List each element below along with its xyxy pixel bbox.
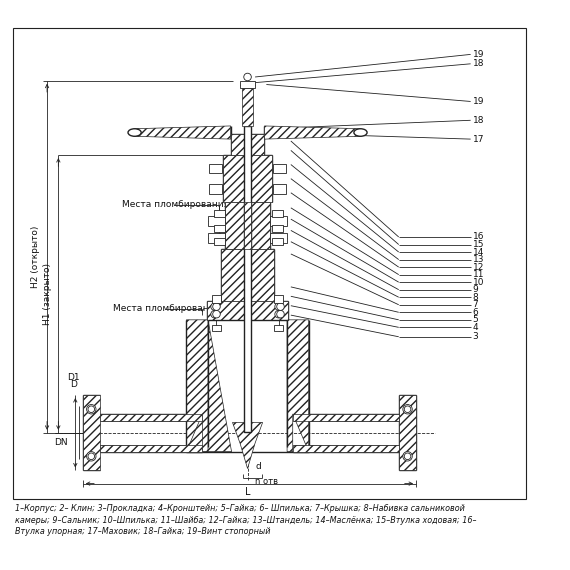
Bar [240,81,255,88]
Bar [207,301,288,320]
Text: 16: 16 [473,233,484,242]
Circle shape [275,303,282,311]
Bar [274,295,283,303]
Polygon shape [186,320,231,451]
Bar [273,164,286,173]
Bar [270,216,287,226]
Circle shape [244,73,251,81]
Text: d: d [255,462,261,471]
Bar [272,225,283,233]
Text: 4: 4 [473,323,478,332]
Polygon shape [233,422,263,469]
Text: D: D [70,381,77,389]
Text: H1 (закрыто): H1 (закрыто) [43,263,51,325]
Polygon shape [186,320,208,451]
Bar [270,233,287,243]
Circle shape [275,311,282,318]
Bar [221,249,274,301]
Bar [273,184,286,194]
Text: 19: 19 [473,97,484,106]
Polygon shape [100,445,202,451]
Circle shape [276,311,284,318]
Text: 19: 19 [473,50,484,59]
Text: H2 (открыто): H2 (открыто) [31,226,40,288]
Polygon shape [287,320,309,451]
Text: Втулка упорная; 17–Маховик; 18–Гайка; 19–Винт стопорный: Втулка упорная; 17–Маховик; 18–Гайка; 19… [15,527,271,536]
Bar [83,395,100,470]
Text: 12: 12 [473,263,484,272]
Text: 13: 13 [473,255,484,264]
Text: Места пломбирования: Места пломбирования [113,304,220,313]
Bar [223,155,272,202]
Bar [399,395,416,470]
Bar [214,210,225,217]
Text: DN: DN [55,438,68,447]
Text: 7: 7 [473,300,478,310]
Bar [244,202,251,249]
Bar [272,210,283,217]
Circle shape [404,453,411,459]
Bar [242,88,253,126]
Circle shape [87,405,96,414]
Text: камеры; 9–Сальник; 10–Шпилька; 11–Шайба; 12–Гайка; 13–Штандель; 14–Маслёнка; 15–: камеры; 9–Сальник; 10–Шпилька; 11–Шайба;… [15,516,477,524]
Circle shape [213,311,220,318]
Circle shape [276,303,284,311]
Bar [214,225,225,233]
Text: n отв: n отв [255,477,278,486]
Polygon shape [264,126,360,139]
Polygon shape [293,445,399,451]
Bar [244,126,251,432]
Circle shape [88,406,95,413]
Circle shape [88,453,95,459]
Circle shape [213,303,220,311]
Text: 10: 10 [473,278,484,287]
Polygon shape [100,414,202,421]
Text: 14: 14 [473,247,484,256]
Ellipse shape [354,129,367,136]
Bar [244,408,251,422]
Text: 3: 3 [473,332,478,341]
Bar [208,233,225,243]
Bar [209,164,222,173]
Bar [208,216,225,226]
Circle shape [211,311,218,318]
Bar [209,184,222,194]
Bar [212,325,221,331]
Text: 9: 9 [473,285,478,294]
Circle shape [403,405,412,414]
Text: L: L [245,487,250,498]
Polygon shape [135,126,231,139]
Bar [214,238,225,246]
Text: D1: D1 [67,373,80,382]
Bar [13,28,526,499]
Text: 17: 17 [473,135,484,144]
Text: 11: 11 [473,270,484,279]
Ellipse shape [128,129,141,136]
Bar [231,135,264,155]
Circle shape [404,406,411,413]
Bar [274,325,283,331]
Text: 1–Корпус; 2– Клин; 3–Прокладка; 4–Кронштейн; 5–Гайка; 6– Шпилька; 7–Крышка; 8–На: 1–Корпус; 2– Клин; 3–Прокладка; 4–Кроншт… [15,504,465,514]
Text: 8: 8 [473,293,478,302]
Text: 5: 5 [473,315,478,324]
Bar [212,295,221,303]
Text: 6: 6 [473,308,478,317]
Text: 18: 18 [473,116,484,125]
Bar [225,202,270,249]
Text: Места пломбирования: Места пломбирования [123,201,230,210]
Text: 18: 18 [473,59,484,68]
Circle shape [403,451,412,461]
Bar [272,238,283,246]
Circle shape [87,451,96,461]
Polygon shape [293,414,399,421]
Text: 15: 15 [473,240,484,249]
Circle shape [211,303,218,311]
